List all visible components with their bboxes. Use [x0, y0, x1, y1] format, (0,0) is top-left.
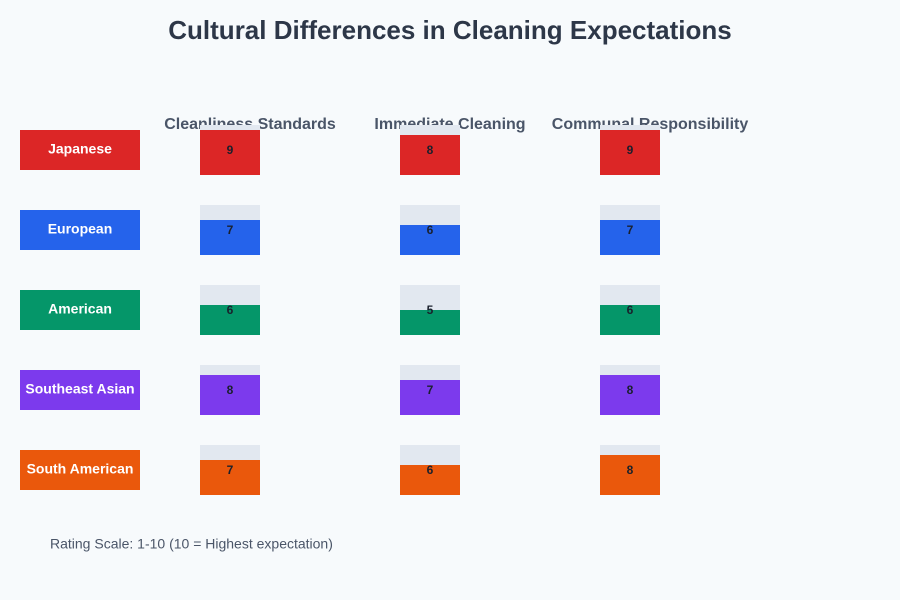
value-label: 8	[227, 383, 234, 397]
category-badge	[20, 370, 140, 410]
category-badge	[20, 210, 140, 250]
category-label: Japanese	[48, 141, 112, 157]
category-label: Southeast Asian	[25, 381, 134, 397]
value-label: 8	[627, 463, 634, 477]
value-label: 7	[627, 223, 634, 237]
category-label: European	[48, 221, 113, 237]
value-label: 8	[627, 383, 634, 397]
bar	[600, 375, 660, 415]
bar	[400, 310, 460, 335]
bar	[600, 305, 660, 335]
bar	[600, 130, 660, 175]
value-label: 8	[427, 143, 434, 157]
bar	[400, 465, 460, 495]
bar	[400, 380, 460, 415]
value-label: 7	[227, 463, 234, 477]
category-label: South American	[27, 461, 134, 477]
bar	[200, 130, 260, 175]
bar	[200, 460, 260, 495]
bar	[200, 305, 260, 335]
value-label: 7	[227, 223, 234, 237]
value-label: 5	[427, 303, 434, 317]
value-label: 6	[227, 303, 234, 317]
value-label: 6	[427, 463, 434, 477]
bar	[600, 455, 660, 495]
value-label: 9	[227, 143, 234, 157]
bar	[600, 220, 660, 255]
value-label: 6	[427, 223, 434, 237]
bar	[200, 375, 260, 415]
scale-note: Rating Scale: 1-10 (10 = Highest expecta…	[50, 536, 333, 552]
bar	[400, 225, 460, 255]
chart-title: Cultural Differences in Cleaning Expecta…	[168, 15, 731, 45]
bar	[400, 135, 460, 175]
category-badge	[20, 130, 140, 170]
value-label: 9	[627, 143, 634, 157]
category-badge	[20, 290, 140, 330]
bar	[200, 220, 260, 255]
value-label: 7	[427, 383, 434, 397]
category-label: American	[48, 301, 112, 317]
category-badge	[20, 450, 140, 490]
value-label: 6	[627, 303, 634, 317]
